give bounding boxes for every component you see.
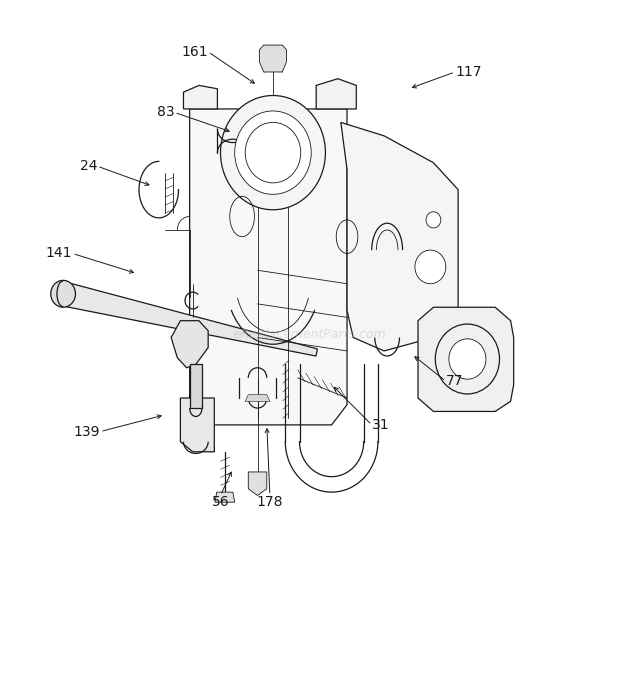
Circle shape: [221, 95, 326, 210]
Circle shape: [245, 122, 301, 183]
Polygon shape: [61, 282, 317, 356]
Polygon shape: [316, 79, 356, 109]
Polygon shape: [190, 364, 202, 408]
Circle shape: [435, 324, 500, 394]
Text: eReplacementParts.com: eReplacementParts.com: [234, 327, 386, 341]
Text: 24: 24: [79, 159, 97, 173]
Polygon shape: [341, 122, 458, 351]
Polygon shape: [215, 492, 235, 502]
Polygon shape: [248, 472, 267, 495]
Polygon shape: [245, 395, 270, 402]
Text: 178: 178: [257, 495, 283, 510]
Text: 139: 139: [74, 425, 100, 439]
Circle shape: [51, 280, 76, 307]
Circle shape: [235, 111, 311, 194]
Polygon shape: [180, 398, 215, 452]
Text: 141: 141: [46, 246, 73, 261]
Text: 56: 56: [211, 495, 229, 510]
Circle shape: [426, 212, 441, 228]
Text: 161: 161: [182, 45, 208, 59]
Text: 117: 117: [455, 65, 482, 79]
Polygon shape: [259, 45, 286, 72]
Polygon shape: [418, 307, 514, 412]
Text: 83: 83: [157, 105, 174, 119]
Circle shape: [449, 339, 486, 379]
Text: 31: 31: [372, 418, 389, 432]
Polygon shape: [190, 109, 347, 425]
Polygon shape: [171, 321, 208, 368]
Polygon shape: [184, 86, 218, 109]
Circle shape: [415, 250, 446, 284]
Text: 77: 77: [446, 374, 463, 388]
